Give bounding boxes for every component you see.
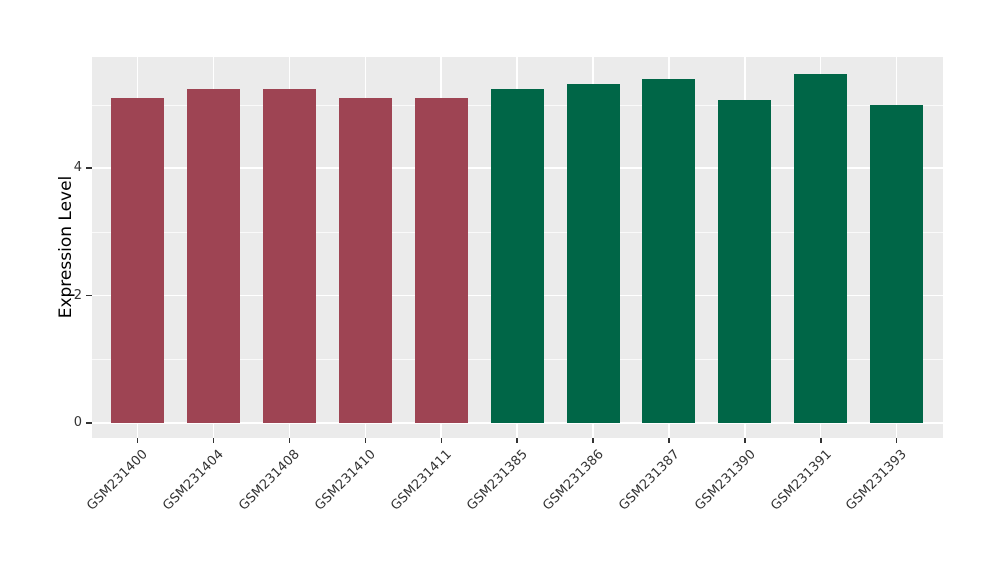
bar-GSM231385 [490, 88, 544, 423]
x-tick-mark-GSM231411 [440, 438, 442, 443]
x-tick-label-GSM231386: GSM231386 [540, 447, 607, 514]
x-tick-label-GSM231385: GSM231385 [464, 447, 531, 514]
bar-GSM231411 [414, 97, 468, 423]
x-tick-mark-GSM231410 [364, 438, 367, 443]
bar-GSM231400 [111, 97, 165, 423]
x-tick-mark-GSM231408 [288, 438, 291, 443]
x-tick-label-GSM231411: GSM231411 [388, 447, 455, 514]
x-tick-label-GSM231400: GSM231400 [84, 447, 152, 514]
bar-GSM231410 [338, 97, 392, 423]
x-tick-label-GSM231404: GSM231404 [160, 447, 228, 514]
y-tick-mark-4 [86, 167, 92, 169]
bar-GSM231386 [566, 83, 620, 423]
x-tick-label-GSM231410: GSM231410 [312, 447, 379, 514]
x-tick-label-GSM231408: GSM231408 [236, 447, 303, 514]
x-tick-mark-GSM231387 [668, 438, 670, 443]
x-tick-mark-GSM231393 [895, 438, 898, 443]
x-tick-mark-GSM231386 [592, 438, 594, 443]
x-tick-mark-GSM231391 [820, 438, 822, 443]
x-tick-label-GSM231393: GSM231393 [843, 447, 911, 514]
bar-GSM231404 [187, 88, 240, 423]
x-tick-label-GSM231390: GSM231390 [691, 447, 759, 514]
bar-GSM231390 [718, 100, 772, 423]
x-tick-mark-GSM231385 [516, 438, 518, 443]
x-tick-mark-GSM231400 [136, 438, 139, 443]
bar-GSM231393 [870, 105, 924, 423]
bar-GSM231408 [262, 89, 316, 423]
x-tick-mark-GSM231390 [744, 438, 746, 443]
y-tick-mark-2 [86, 294, 92, 297]
plot-panel [92, 57, 943, 438]
bar-GSM231391 [794, 73, 848, 423]
x-tick-mark-GSM231404 [212, 438, 215, 443]
y-tick-label-4: 4 [73, 160, 82, 176]
y-tick-label-0: 0 [73, 415, 82, 430]
x-tick-label-GSM231391: GSM231391 [767, 447, 835, 514]
bar-GSM231387 [642, 79, 696, 423]
x-tick-label-GSM231387: GSM231387 [615, 447, 683, 514]
y-tick-label-2: 2 [73, 287, 82, 303]
y-tick-mark-0 [86, 422, 92, 424]
